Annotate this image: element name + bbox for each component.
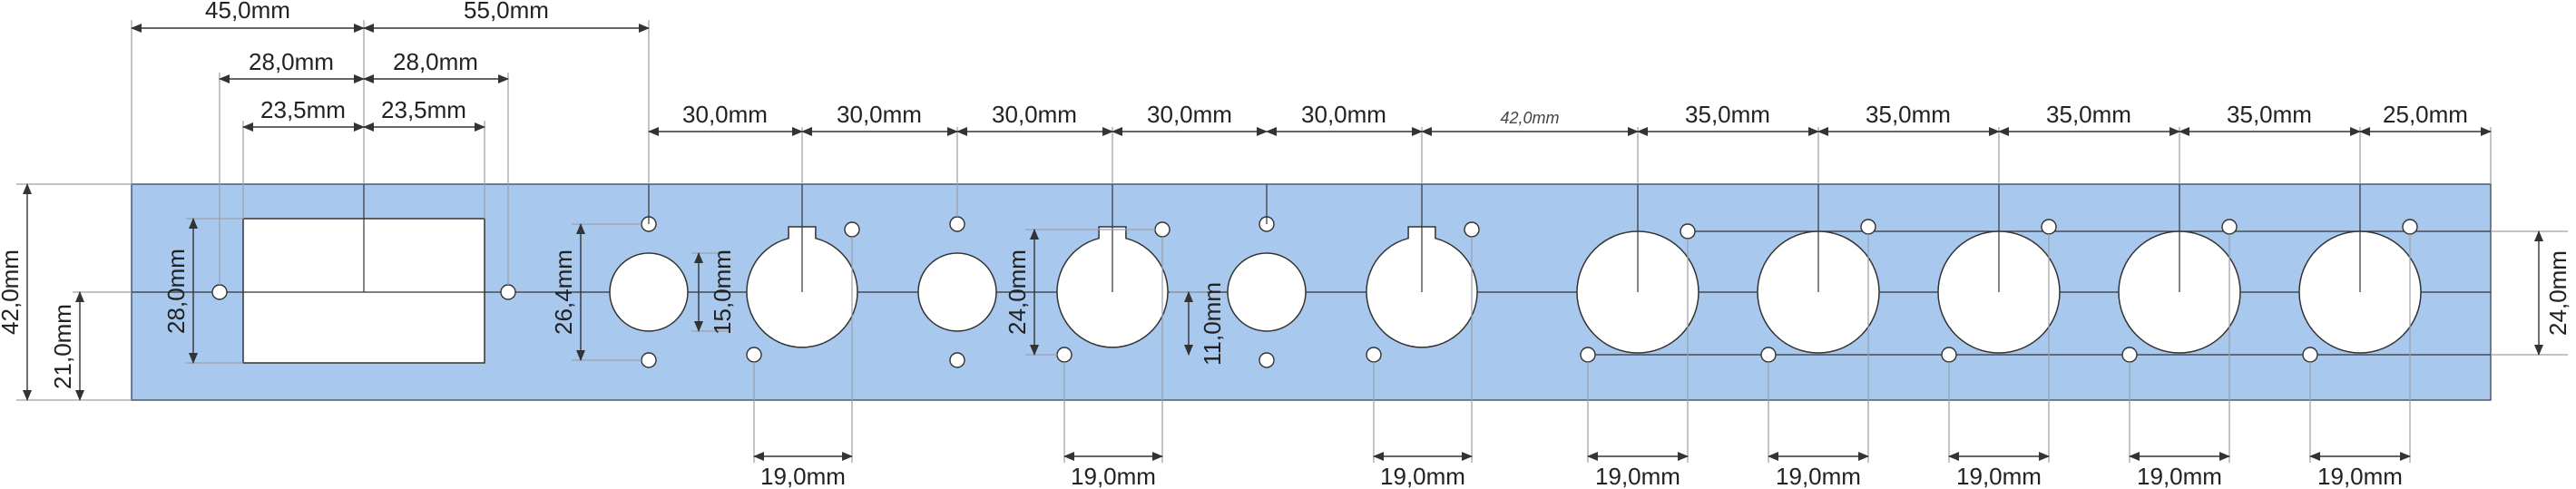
dim-label-connector-pitch: 24,0mm — [1004, 249, 1031, 335]
large-connector-4 — [2118, 184, 2241, 363]
xlr-connector-1 — [746, 184, 860, 363]
round-hole-3 — [1227, 184, 1307, 368]
dim-label-spacing-7: 35,0mm — [1685, 101, 1770, 128]
dim-label-spacing-6: 42,0mm — [1500, 109, 1559, 127]
dim-label-bottom-3: 19,0mm — [1380, 463, 1465, 489]
rect-mount-hole-right — [500, 284, 516, 300]
dim-label-spacing-2: 30,0mm — [837, 101, 922, 128]
dim-label-spacing-9: 35,0mm — [2046, 101, 2131, 128]
dim-label-rect-outer-2: 28,0mm — [393, 48, 478, 75]
dim-label-spacing-4: 30,0mm — [1147, 101, 1232, 128]
dim-label-hole-diameter: 15,0mm — [709, 249, 736, 335]
dim-label-bottom-7: 19,0mm — [2137, 463, 2222, 489]
dim-label-bottom-5: 19,0mm — [1776, 463, 1861, 489]
dim-label-rect-outer-1: 28,0mm — [249, 48, 334, 75]
dim-label-rect-height: 28,0mm — [162, 249, 190, 334]
large-connector-3 — [1937, 184, 2061, 363]
dim-label-rect-inner-2: 23,5mm — [381, 96, 466, 123]
dim-label-connector-offset: 11,0mm — [1199, 282, 1226, 366]
large-connector-5 — [2298, 184, 2422, 363]
dim-label-spacing-1: 30,0mm — [682, 101, 768, 128]
dim-label-spacing-10: 35,0mm — [2227, 101, 2312, 128]
xlr-connector-2 — [1056, 184, 1170, 363]
dim-label-spacing-11: 25,0mm — [2383, 101, 2468, 128]
top-extension-lines — [131, 20, 2492, 285]
dim-label-bottom-2: 19,0mm — [1071, 463, 1156, 489]
dim-label-bottom-6: 19,0mm — [1956, 463, 2042, 489]
dim-label-right: 24,0mm — [2544, 250, 2571, 336]
dim-label-spacing-5: 30,0mm — [1301, 101, 1386, 128]
bottom-extension-lines — [753, 234, 2411, 463]
dim-label-bottom-1: 19,0mm — [760, 463, 846, 489]
dim-label-hole-pitch: 26,4mm — [550, 249, 577, 335]
round-hole-2 — [917, 216, 997, 368]
dim-label-half-height: 21,0mm — [49, 304, 76, 389]
dim-label-spacing-8: 35,0mm — [1866, 101, 1951, 128]
dim-label-bottom-4: 19,0mm — [1595, 463, 1680, 489]
dim-label-spacing-3: 30,0mm — [992, 101, 1077, 128]
dim-label-rect-inner-1: 23,5mm — [260, 96, 346, 123]
dim-label-panel-height: 42,0mm — [0, 249, 24, 335]
large-connector-2 — [1757, 184, 1880, 363]
dim-label-top-2: 55,0mm — [464, 0, 549, 24]
dim-label-top-1: 45,0mm — [205, 0, 290, 24]
large-connector-1 — [1576, 184, 1699, 363]
xlr-connector-3 — [1366, 184, 1480, 363]
round-hole-1 — [609, 184, 689, 368]
dim-label-bottom-8: 19,0mm — [2317, 463, 2403, 489]
rect-mount-hole-left — [211, 284, 228, 300]
